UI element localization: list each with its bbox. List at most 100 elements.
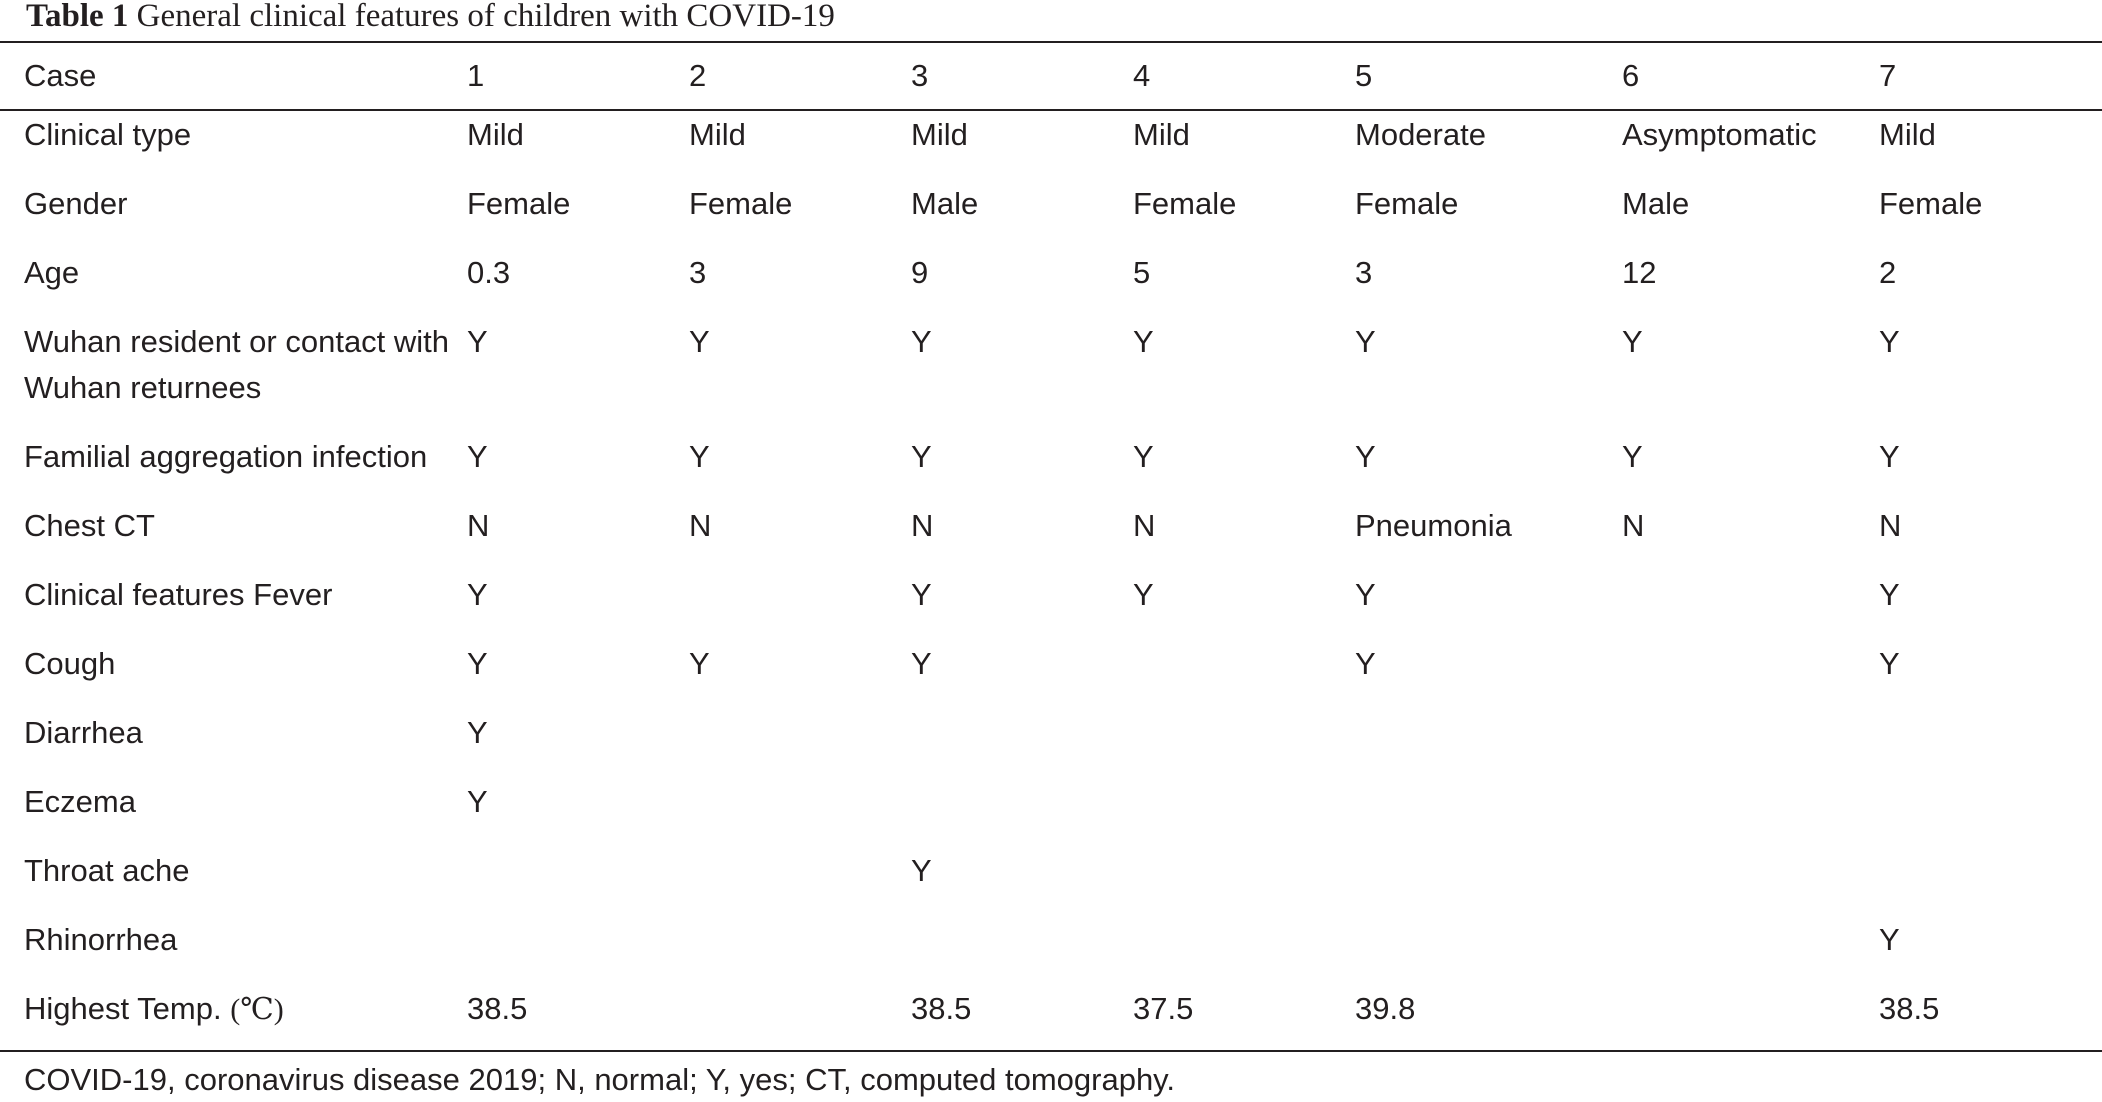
table-cell: N	[1133, 508, 1156, 543]
table-cell: 3	[1355, 255, 1373, 290]
table-row: Rhinorrhea Y	[0, 915, 2102, 984]
table-cell	[1622, 846, 1879, 915]
table-cell: Y	[1879, 922, 1900, 957]
table-cell: N	[911, 508, 934, 543]
table-cell: Y	[911, 439, 932, 474]
table-cell	[1133, 915, 1355, 984]
table-cell	[1622, 915, 1879, 984]
table-cell: Mild	[1133, 117, 1190, 152]
table-cell: 3	[689, 255, 707, 290]
table-cell	[1133, 708, 1355, 777]
row-label: Clinical type	[24, 117, 192, 152]
table-cell: Male	[911, 186, 979, 221]
table-cell	[1355, 708, 1622, 777]
row-label: Diarrhea	[24, 715, 143, 750]
bottom-rule	[0, 1050, 2102, 1052]
table-cell: Female	[1133, 186, 1237, 221]
table-row: Age 0.3 3 9 5 3 12 2	[0, 248, 2102, 317]
header-cell-7: 7	[1879, 58, 1897, 93]
table-cell: Y	[911, 324, 932, 359]
row-label-unit: (℃)	[230, 993, 284, 1026]
table-cell	[689, 846, 911, 915]
table-cell: Y	[1355, 439, 1376, 474]
table-cell: N	[467, 508, 490, 543]
table-row: Eczema Y	[0, 777, 2102, 846]
table-cell: Y	[467, 577, 488, 612]
table-cell: Male	[1622, 186, 1690, 221]
table-row: Diarrhea Y	[0, 708, 2102, 777]
header-cell-4: 4	[1133, 58, 1151, 93]
table-cell: 12	[1622, 255, 1657, 290]
header-cell-6: 6	[1622, 58, 1640, 93]
table-cell: Y	[1879, 324, 1900, 359]
table-row: Chest CT N N N N Pneumonia N N	[0, 501, 2102, 570]
table-cell	[689, 570, 911, 639]
table-cell: Y	[1355, 646, 1376, 681]
table-cell: N	[1622, 508, 1645, 543]
table-cell	[1622, 570, 1879, 639]
table-cell: Y	[1879, 646, 1900, 681]
table-cell: Female	[467, 186, 571, 221]
table-cell	[1355, 777, 1622, 846]
table-cell: Pneumonia	[1355, 508, 1512, 543]
table-cell	[1879, 708, 2102, 777]
table-cell	[911, 777, 1133, 846]
table-cell	[911, 915, 1133, 984]
table-row: Familial aggregation infection Y Y Y Y Y…	[0, 432, 2102, 501]
top-rule	[0, 41, 2102, 43]
table-cell	[1622, 639, 1879, 708]
clinical-features-table: Case 1 2 3 4 5 6 7 Clinical type Mild Mi…	[0, 43, 2102, 1053]
table-cell: 5	[1133, 255, 1151, 290]
table-cell: Y	[911, 577, 932, 612]
table-cell	[1879, 846, 2102, 915]
table-cell	[689, 777, 911, 846]
table-cell: Y	[1879, 439, 1900, 474]
table-cell: Y	[1133, 324, 1154, 359]
table-row: Highest Temp. (℃) 38.5 38.5 37.5 39.8 38…	[0, 984, 2102, 1053]
table-cell	[1622, 777, 1879, 846]
table-cell: 0.3	[467, 255, 511, 290]
table-cell: Y	[1622, 439, 1643, 474]
header-cell-1: 1	[467, 58, 485, 93]
table-cell: Mild	[1879, 117, 1936, 152]
table-cell: Y	[911, 853, 932, 888]
header-cell-2: 2	[689, 58, 707, 93]
header-rule	[0, 109, 2102, 111]
table-cell: Mild	[911, 117, 968, 152]
table-cell: Mild	[467, 117, 524, 152]
row-label: Rhinorrhea	[24, 922, 178, 957]
table-cell	[689, 915, 911, 984]
table-cell: Y	[467, 784, 488, 819]
table-cell: Y	[467, 439, 488, 474]
table-cell: 38.5	[467, 991, 528, 1026]
table-cell: 9	[911, 255, 929, 290]
row-label-text: Highest Temp.	[24, 991, 222, 1026]
table-cell: Y	[689, 646, 710, 681]
table-cell: Female	[1879, 186, 1983, 221]
table-cell: Y	[1879, 577, 1900, 612]
row-label: Eczema	[24, 784, 136, 819]
table-row: Wuhan resident or contact with Wuhan ret…	[0, 317, 2102, 432]
table-row: Throat ache Y	[0, 846, 2102, 915]
table-cell: Y	[911, 646, 932, 681]
table-cell: Asymptomatic	[1622, 117, 1817, 152]
header-cell-case: Case	[24, 58, 97, 93]
table-cell: Y	[1622, 324, 1643, 359]
table-caption: Table 1 General clinical features of chi…	[26, 0, 835, 36]
table-cell: 38.5	[1879, 991, 1940, 1026]
table-cell: Y	[1133, 577, 1154, 612]
table-cell	[911, 708, 1133, 777]
row-label: Chest CT	[24, 508, 155, 543]
table-footnote: COVID-19, coronavirus disease 2019; N, n…	[24, 1062, 1175, 1097]
table-cell: N	[689, 508, 712, 543]
header-cell-5: 5	[1355, 58, 1373, 93]
row-label: Wuhan resident or contact with Wuhan ret…	[24, 324, 450, 405]
table-header-row: Case 1 2 3 4 5 6 7	[0, 43, 2102, 109]
table-cell	[689, 708, 911, 777]
row-label: Clinical features Fever	[24, 577, 333, 612]
table-caption-title: General clinical features of children wi…	[136, 0, 835, 34]
table-body: Clinical type Mild Mild Mild Mild Modera…	[0, 109, 2102, 1053]
table-cell: Y	[1355, 324, 1376, 359]
table-cell	[1133, 846, 1355, 915]
